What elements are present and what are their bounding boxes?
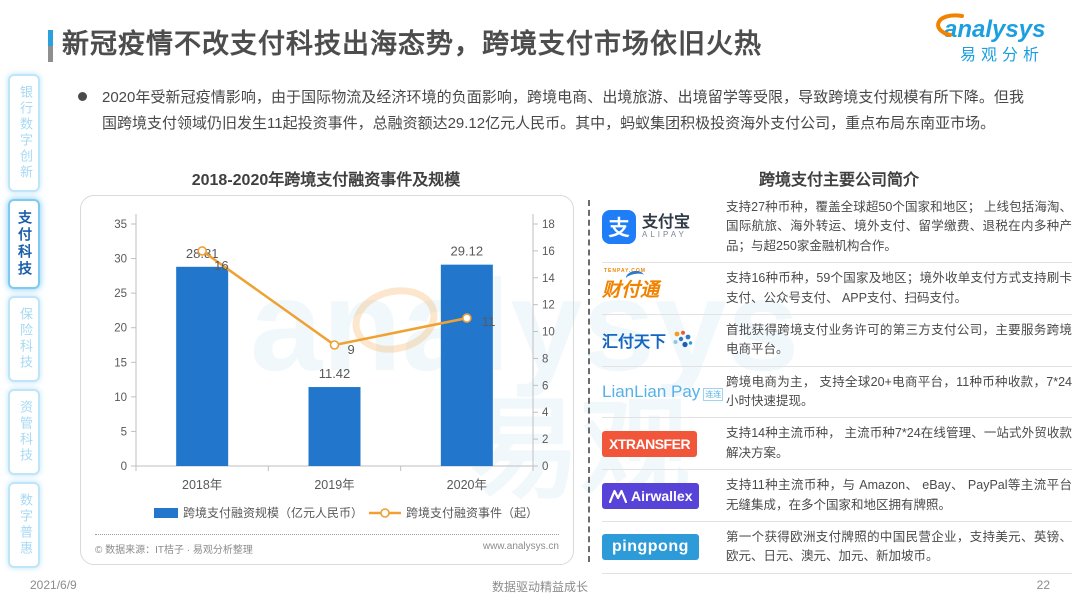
- lianlian-en-label: LianLian Pay: [602, 382, 701, 401]
- airwallex-logo-icon: Airwallex: [602, 482, 700, 509]
- svg-text:25: 25: [114, 288, 127, 300]
- svg-text:20: 20: [114, 323, 127, 335]
- page-number: 22: [1036, 578, 1050, 592]
- sidebar-item-asset-tech[interactable]: 资管科技: [8, 389, 40, 475]
- chart-source-row: © 数据来源：IT桔子 · 易观分析整理 www.analysys.cn: [95, 534, 559, 556]
- svg-text:2020年: 2020年: [447, 478, 487, 492]
- svg-text:16: 16: [542, 246, 555, 258]
- xtransfer-label: XTRANSFER: [609, 435, 691, 452]
- svg-text:30: 30: [114, 254, 127, 266]
- huifu-dots-icon: [673, 331, 693, 348]
- company-desc: 支持11种主流币种，与 Amazon、 eBay、 PayPal等主流平台无缝集…: [726, 478, 1072, 512]
- alipay-logo-icon: 支 支付宝 ALIPAY: [602, 210, 691, 245]
- bullet-icon: [78, 92, 87, 101]
- tenpay-logo-icon: TENPAY.COM 财付通: [602, 268, 660, 302]
- huifu-label: 汇付天下: [602, 334, 667, 352]
- svg-text:跨境支付融资规模（亿元人民币）: 跨境支付融资规模（亿元人民币）: [183, 505, 363, 520]
- sidebar-item-digital-inclusion[interactable]: 数字普惠: [8, 482, 40, 568]
- svg-text:6: 6: [542, 380, 548, 392]
- section-divider: [588, 200, 590, 562]
- xtransfer-logo-icon: XTRANSFER: [602, 430, 698, 457]
- company-row-airwallex: Airwallex 支持11种主流币种，与 Amazon、 eBay、 PayP…: [602, 470, 1072, 522]
- svg-text:11: 11: [482, 314, 496, 329]
- chart-source-url: www.analysys.cn: [482, 541, 559, 552]
- company-desc: 第一个获得欧洲支付牌照的中国民营企业，支持美元、英镑、欧元、日元、澳元、加元、新…: [726, 529, 1072, 564]
- summary-paragraph: 2020年受新冠疫情影响，由于国际物流及经济环境的负面影响，跨境电商、出境旅游、…: [102, 89, 1024, 132]
- svg-text:2018年: 2018年: [182, 478, 222, 492]
- svg-text:2: 2: [542, 434, 548, 446]
- airwallex-label: Airwallex: [631, 487, 693, 504]
- alipay-en-label: ALIPAY: [642, 230, 687, 240]
- svg-text:29.12: 29.12: [451, 244, 484, 259]
- company-row-pingpong: pingpong 第一个获得欧洲支付牌照的中国民营企业，支持美元、英镑、欧元、日…: [602, 522, 1072, 574]
- footer-date: 2021/6/9: [30, 578, 77, 592]
- company-row-huifu: 汇付天下 首批获得跨境支付业务许可的第三方支付公司，主要服务跨境电商平台。: [602, 315, 1072, 367]
- svg-text:10: 10: [114, 392, 127, 404]
- svg-text:8: 8: [542, 353, 548, 365]
- airwallex-mark-icon: [609, 489, 627, 503]
- sidebar-item-insurance-tech[interactable]: 保险科技: [8, 296, 40, 382]
- tenpay-sub-label: TENPAY.COM: [604, 268, 646, 274]
- pingpong-label: pingpong: [612, 538, 689, 556]
- title-accent-bar: [48, 30, 53, 62]
- alipay-glyph-icon: 支: [602, 210, 636, 245]
- huifu-logo-icon: 汇付天下: [602, 328, 694, 352]
- page-title: 新冠疫情不改支付科技出海态势，跨境支付市场依旧火热: [62, 29, 762, 59]
- company-row-xtransfer: XTRANSFER 支持14种主流币种， 主流币种7*24在线管理、一站式外贸收…: [602, 418, 1072, 471]
- lianlian-cn-label: 连连: [703, 388, 724, 401]
- company-desc: 支持27种币种，覆盖全球超50个国家和地区； 上线包括海淘、国际航旅、海外转运、…: [726, 200, 1072, 253]
- companies-title: 跨境支付主要公司简介: [758, 172, 919, 189]
- company-desc: 跨境电商为主， 支持全球20+电商平台，11种币种收款，7*24 小时快速提现。: [726, 374, 1072, 408]
- company-desc: 首批获得跨境支付业务许可的第三方支付公司，主要服务跨境电商平台。: [726, 322, 1072, 357]
- pingpong-logo-icon: pingpong: [602, 534, 699, 561]
- svg-text:5: 5: [121, 426, 127, 438]
- tenpay-label: 财付通: [602, 280, 660, 301]
- svg-text:跨境支付融资事件（起）: 跨境支付融资事件（起）: [406, 505, 538, 520]
- svg-text:2019年: 2019年: [314, 478, 354, 492]
- svg-text:0: 0: [542, 461, 548, 473]
- svg-text:16: 16: [214, 258, 228, 273]
- companies-panel: 支 支付宝 ALIPAY 支持27种币种，覆盖全球超50个国家和地区； 上线包括…: [602, 192, 1072, 574]
- combo-chart: 0510152025303502468101214161828.8111.422…: [114, 214, 555, 520]
- alipay-cn-label: 支付宝: [642, 213, 691, 231]
- analysys-logo-icon: analysys 易观分析: [936, 13, 1045, 64]
- sidebar: 银行数字创新 支付科技 保险科技 资管科技 数字普惠: [8, 74, 40, 568]
- svg-text:11.42: 11.42: [319, 366, 351, 381]
- svg-text:9: 9: [348, 342, 355, 357]
- svg-text:易观分析: 易观分析: [960, 46, 1044, 64]
- svg-text:10: 10: [542, 327, 555, 339]
- sidebar-item-banking[interactable]: 银行数字创新: [8, 74, 40, 192]
- svg-text:15: 15: [114, 357, 127, 369]
- lianlian-logo-icon: LianLian Pay 连连: [602, 382, 724, 402]
- svg-text:analysys: analysys: [944, 16, 1045, 43]
- company-desc: 支持14种主流币种， 主流币种7*24在线管理、一站式外贸收款解决方案。: [726, 426, 1072, 460]
- svg-text:18: 18: [542, 219, 555, 231]
- chart-source: © 数据来源：IT桔子 · 易观分析整理: [95, 545, 253, 556]
- svg-text:14: 14: [542, 273, 555, 285]
- company-row-alipay: 支 支付宝 ALIPAY 支持27种币种，覆盖全球超50个国家和地区； 上线包括…: [602, 192, 1072, 264]
- chart-card: 0510152025303502468101214161828.8111.422…: [80, 195, 574, 565]
- sidebar-item-payment-tech[interactable]: 支付科技: [8, 199, 40, 289]
- svg-text:4: 4: [542, 407, 549, 419]
- footer-slogan: 数据驱动精益成长: [491, 580, 588, 594]
- company-row-tenpay: TENPAY.COM 财付通 支持16种币种，59个国家及地区；境外收单支付方式…: [602, 263, 1072, 315]
- svg-text:0: 0: [121, 461, 127, 473]
- svg-text:35: 35: [114, 219, 127, 231]
- company-row-lianlian: LianLian Pay 连连 跨境电商为主， 支持全球20+电商平台，11种币…: [602, 367, 1072, 419]
- brand-logo: analysys 易观分析: [916, 6, 1066, 75]
- chart-title: 2018-2020年跨境支付融资事件及规模: [191, 172, 461, 189]
- company-desc: 支持16种币种，59个国家及地区；境外收单支付方式支持刷卡支付、公众号支付、 A…: [726, 271, 1072, 305]
- svg-text:12: 12: [542, 300, 555, 312]
